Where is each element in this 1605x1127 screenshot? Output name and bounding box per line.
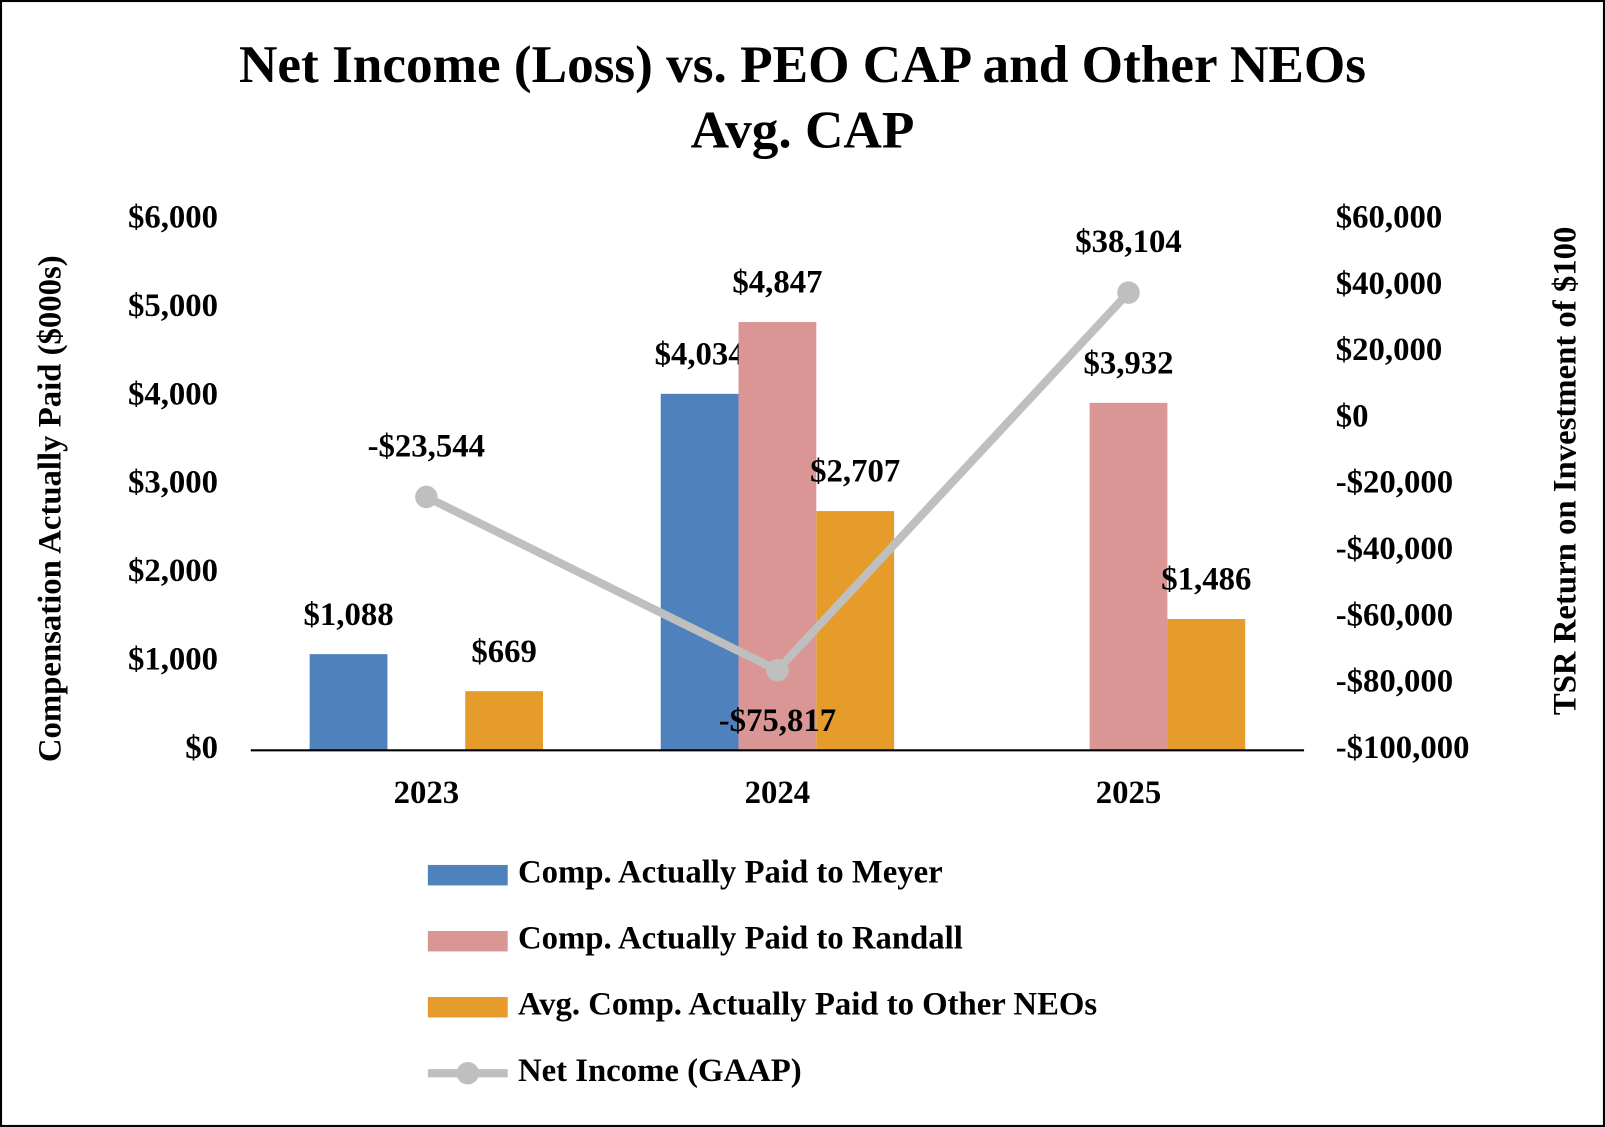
data-label: $669	[471, 634, 536, 670]
line-marker	[415, 485, 438, 509]
legend-label: Comp. Actually Paid to Randall	[518, 921, 963, 957]
y-tick-label: $4,000	[128, 376, 218, 412]
y2-tick-label: $60,000	[1336, 200, 1442, 236]
x-tick-label: 2025	[1096, 775, 1162, 811]
legend-swatch	[427, 930, 508, 952]
y2-tick-label: -$80,000	[1336, 664, 1453, 700]
bar	[660, 393, 739, 751]
bar	[738, 321, 817, 751]
y2-tick-label: $20,000	[1336, 332, 1442, 368]
y-tick-label: $3,000	[128, 465, 218, 501]
legend-label: Comp. Actually Paid to Meyer	[518, 855, 943, 891]
data-label: $38,104	[1075, 224, 1181, 260]
data-label: $3,932	[1083, 345, 1173, 381]
bar	[1089, 402, 1168, 751]
y-axis-title: Compensation Actually Paid ($000s)	[33, 255, 69, 762]
x-tick-label: 2024	[745, 775, 811, 811]
line-marker	[1117, 281, 1140, 304]
line-marker	[766, 658, 789, 682]
y2-tick-label: $0	[1336, 398, 1369, 434]
data-label: $1,088	[304, 597, 394, 633]
legend-label: Net Income (GAAP)	[518, 1053, 802, 1089]
legend-swatch	[427, 996, 508, 1018]
bar	[465, 691, 544, 751]
y2-tick-label: -$20,000	[1336, 465, 1453, 501]
chart-title: Avg. CAP	[691, 100, 915, 159]
bar	[309, 654, 388, 751]
y2-tick-label: $40,000	[1336, 266, 1442, 302]
y-tick-label: $0	[185, 730, 218, 766]
x-tick-label: 2023	[394, 775, 459, 811]
data-label: -$23,544	[368, 428, 485, 464]
data-label: -$75,817	[719, 703, 836, 739]
data-label: $4,847	[732, 265, 822, 301]
chart-title: Net Income (Loss) vs. PEO CAP and Other …	[239, 35, 1366, 94]
data-label: $1,486	[1161, 562, 1251, 598]
y-tick-label: $6,000	[128, 200, 218, 236]
bar	[1167, 618, 1246, 751]
y-tick-label: $2,000	[128, 553, 218, 589]
legend-marker	[456, 1061, 480, 1085]
y2-axis-title: TSR Return on Investment of $100	[1548, 227, 1584, 716]
y2-tick-label: -$40,000	[1336, 531, 1453, 567]
data-label: $2,707	[810, 454, 900, 490]
y2-tick-label: -$60,000	[1336, 597, 1453, 633]
bar	[816, 511, 895, 751]
y2-tick-label: -$100,000	[1336, 730, 1470, 766]
data-label: $4,034	[655, 336, 745, 372]
legend-swatch	[427, 864, 508, 886]
y-tick-label: $5,000	[128, 288, 218, 324]
legend-label: Avg. Comp. Actually Paid to Other NEOs	[518, 987, 1097, 1023]
y-tick-label: $1,000	[128, 641, 218, 677]
